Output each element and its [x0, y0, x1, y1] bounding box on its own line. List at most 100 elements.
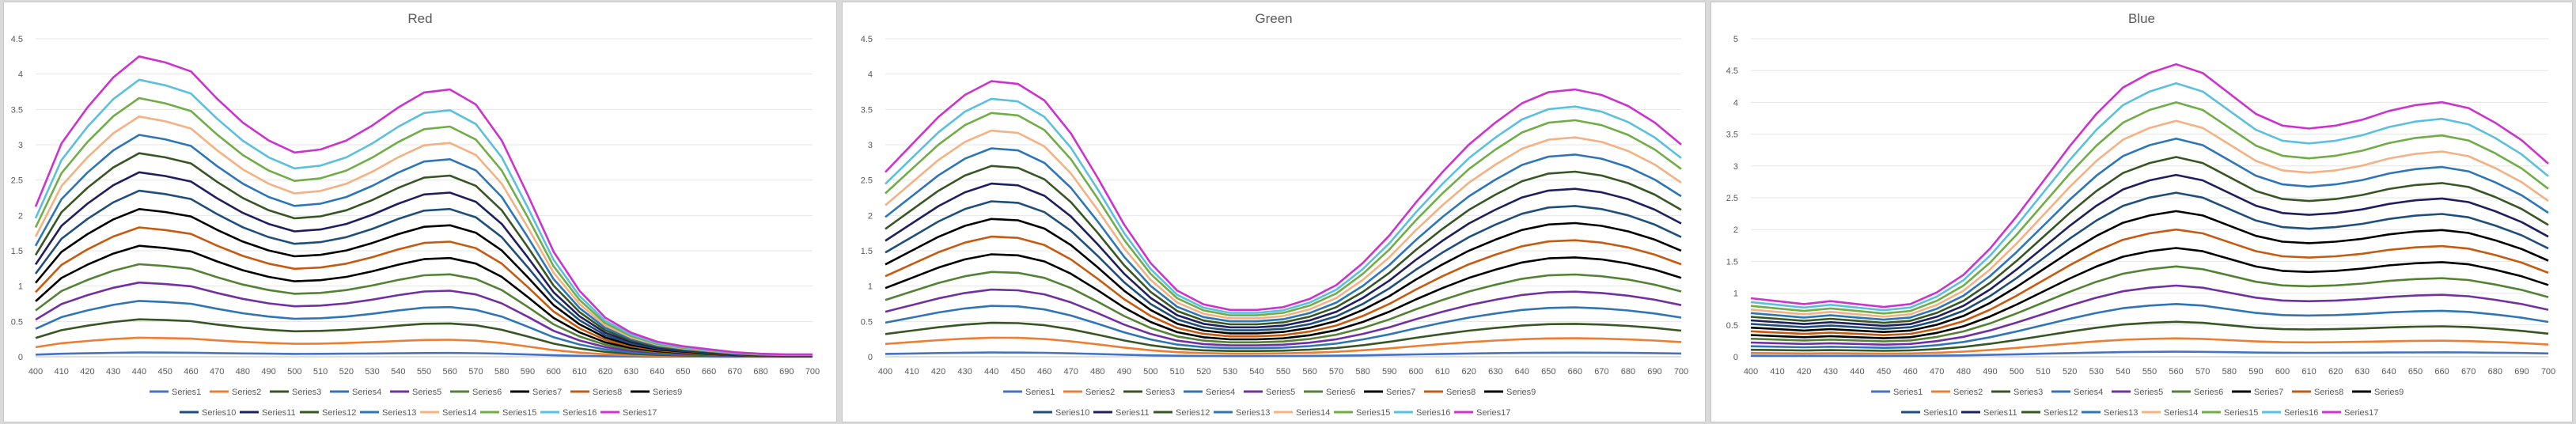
legend-item-series9: Series9 [1484, 388, 1536, 397]
x-tick-label: 610 [572, 367, 586, 377]
x-tick-label: 540 [2116, 367, 2130, 377]
legend-item-series6: Series6 [2172, 388, 2223, 397]
x-tick-label: 430 [957, 367, 972, 377]
y-tick-label: 1.5 [861, 247, 873, 256]
x-tick-label: 480 [1090, 367, 1104, 377]
legend-item-series4: Series4 [1184, 388, 1235, 397]
legend-label: Series15 [1356, 408, 1390, 418]
y-tick-label: 2 [18, 211, 23, 221]
series-line-series16 [34, 78, 813, 356]
x-tick-label: 500 [1143, 367, 1157, 377]
series-line-series12 [1750, 156, 2549, 324]
x-tick-label: 510 [313, 367, 328, 377]
x-tick-label: 620 [1462, 367, 1476, 377]
x-tick-label: 620 [598, 367, 612, 377]
legend-label: Series15 [502, 408, 536, 418]
x-tick-label: 620 [2328, 367, 2343, 377]
x-tick-label: 480 [1957, 367, 1971, 377]
x-tick-label: 630 [1488, 367, 1502, 377]
legend-label: Series3 [292, 388, 321, 397]
x-tick-label: 610 [1435, 367, 1449, 377]
x-tick-label: 570 [468, 367, 483, 377]
legend-item-series13: Series13 [360, 408, 416, 418]
legend-item-series15: Series15 [2202, 408, 2258, 418]
x-tick-label: 420 [1797, 367, 1811, 377]
legend-label: Series12 [2044, 408, 2078, 418]
legend-label: Series11 [262, 408, 296, 418]
legend-item-series14: Series14 [420, 408, 476, 418]
x-tick-label: 650 [1541, 367, 1555, 377]
y-tick-label: 3 [18, 141, 23, 150]
chart-panel-blue: Blue 0 0.5 1 1.5 2 2.5 3 3.5 4 4.5 5 400 410 420 430 440… [1710, 2, 2573, 422]
x-tick-label: 580 [1355, 367, 1369, 377]
x-tick-label: 410 [904, 367, 919, 377]
x-tick-label: 680 [753, 367, 767, 377]
series-line-series13 [34, 134, 813, 357]
x-tick-label: 670 [728, 367, 742, 377]
legend-item-series3: Series3 [270, 388, 321, 397]
series-line-series1 [885, 351, 1682, 358]
series-line-series2 [885, 336, 1682, 355]
x-tick-label: 680 [2488, 367, 2502, 377]
x-tick-label: 560 [1302, 367, 1316, 377]
legend-label: Series7 [1386, 388, 1415, 397]
chart-blue: Blue 0 0.5 1 1.5 2 2.5 3 3.5 4 4.5 5 400 410 420 430 440… [1726, 11, 2555, 418]
y-tick-label: 1 [868, 282, 873, 292]
x-tick-label: 510 [2036, 367, 2050, 377]
legend-label: Series14 [1296, 408, 1330, 418]
x-tick-label: 470 [1930, 367, 1944, 377]
legend-label: Series10 [202, 408, 236, 418]
x-tick-label: 530 [1223, 367, 1237, 377]
x-tick-label: 560 [443, 367, 457, 377]
legend-label: Series4 [352, 388, 381, 397]
series-line-series2 [1750, 337, 2549, 355]
legend-label: Series17 [2344, 408, 2378, 418]
legend-label: Series10 [1923, 408, 1957, 418]
x-tick-label: 610 [2301, 367, 2316, 377]
legend-item-series13: Series13 [2082, 408, 2138, 418]
legend-label: Series17 [623, 408, 657, 418]
x-tick-label: 440 [132, 367, 146, 377]
x-tick-label: 590 [521, 367, 535, 377]
y-tick-label: 0.5 [11, 317, 23, 327]
legend-label: Series5 [1266, 388, 1295, 397]
legend-item-series10: Series10 [1901, 408, 1957, 418]
x-tick-label: 650 [2408, 367, 2423, 377]
legend-item-series12: Series12 [2021, 408, 2078, 418]
legend-label: Series2 [232, 388, 261, 397]
y-tick-label: 2 [868, 211, 873, 221]
x-tick-label: 400 [1744, 367, 1758, 377]
x-tick-label: 410 [1770, 367, 1784, 377]
x-tick-label: 430 [106, 367, 120, 377]
y-tick-label: 0.5 [1726, 321, 1738, 331]
y-tick-label: 0 [868, 353, 873, 362]
legend-label: Series1 [1893, 388, 1923, 397]
x-tick-label: 670 [1594, 367, 1608, 377]
y-tick-label: 1 [18, 282, 23, 292]
x-tick-label: 500 [2010, 367, 2024, 377]
legend-label: Series12 [322, 408, 356, 418]
legend-item-series14: Series14 [2142, 408, 2198, 418]
legend-label: Series12 [1176, 408, 1210, 418]
x-tick-label: 460 [1903, 367, 1917, 377]
x-tick-label: 600 [2275, 367, 2290, 377]
x-tick-label: 670 [2461, 367, 2476, 377]
series-line-series6 [885, 271, 1682, 344]
series-line-series11 [1750, 173, 2549, 327]
x-tick-label: 690 [1647, 367, 1661, 377]
x-tick-label: 680 [1621, 367, 1635, 377]
legend-item-series17: Series17 [2322, 408, 2378, 418]
x-tick-label: 450 [1877, 367, 1891, 377]
x-tick-label: 660 [702, 367, 716, 377]
y-tick-label: 3.5 [1726, 131, 1738, 140]
y-tick-label: 2.5 [861, 176, 873, 186]
y-tick-label: 4 [868, 70, 873, 80]
y-tick-label: 1 [1733, 290, 1738, 299]
x-tick-label: 490 [1983, 367, 1997, 377]
x-tick-label: 590 [2248, 367, 2263, 377]
series-line-series15 [885, 112, 1682, 316]
legend-item-series9: Series9 [2352, 388, 2404, 397]
legend-item-series16: Series16 [540, 408, 597, 418]
legend-item-series16: Series16 [2262, 408, 2318, 418]
legend-label: Series9 [653, 388, 682, 397]
